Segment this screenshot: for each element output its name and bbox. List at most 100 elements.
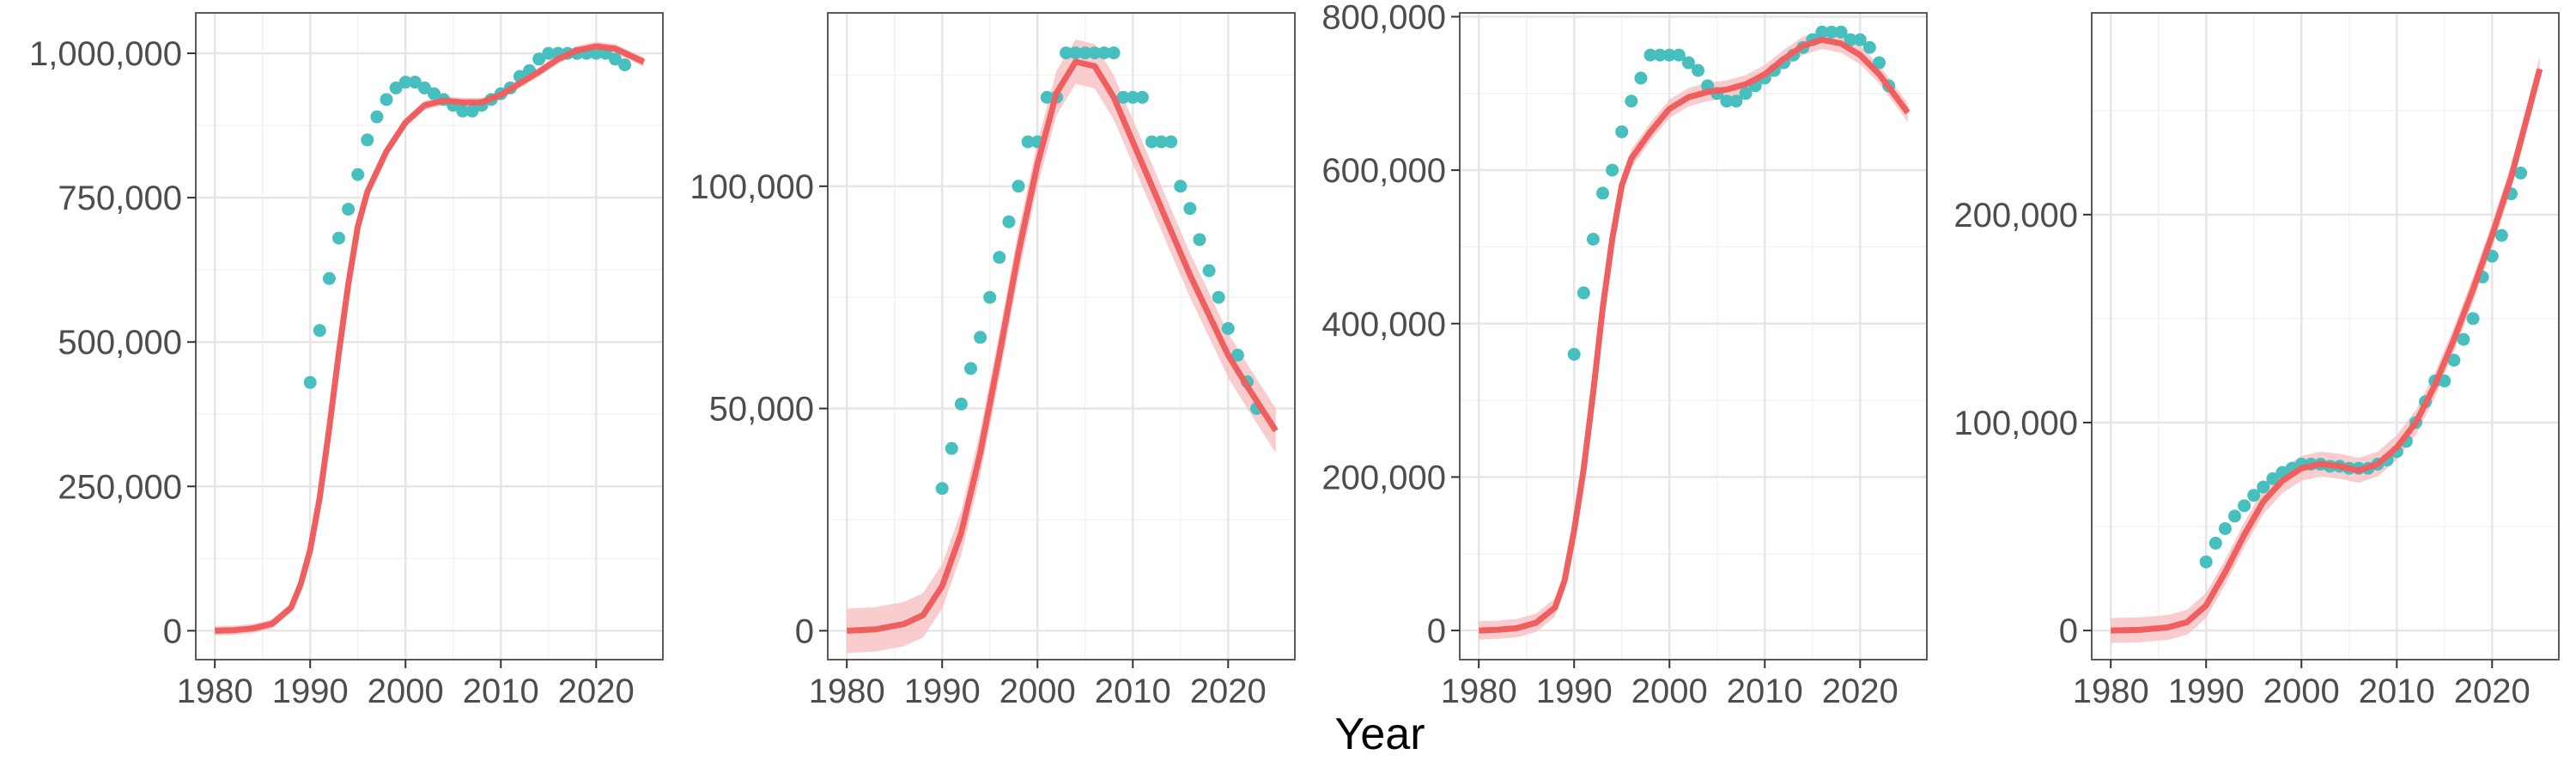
x-tick-label: 2000	[2263, 673, 2340, 710]
chart-panel-2: 1980 1990 2000 2010 2020 0 50,000 100,000	[690, 12, 1296, 710]
y-tick-label: 0	[163, 612, 182, 650]
confidence-band	[2111, 56, 2540, 643]
data-point	[1739, 87, 1753, 100]
data-point	[1097, 46, 1111, 60]
data-point	[380, 93, 393, 107]
x-tick-label: 1990	[2168, 673, 2245, 710]
data-point	[2247, 489, 2261, 502]
data-point	[313, 324, 326, 338]
data-point	[1230, 348, 1244, 362]
y-tick-label: 50,000	[709, 391, 814, 429]
x-tick-label: 1990	[272, 673, 349, 710]
data-point	[2514, 166, 2528, 180]
data-point	[1193, 233, 1206, 247]
data-point	[2208, 536, 2222, 550]
data-point	[1625, 94, 1638, 108]
data-point	[974, 331, 987, 344]
data-point	[1577, 286, 1590, 300]
fit-line	[215, 43, 646, 634]
data-point	[342, 203, 355, 216]
data-point	[2228, 509, 2242, 523]
data-point	[351, 167, 365, 181]
confidence-band	[847, 40, 1276, 654]
x-axis-title: Year	[1334, 709, 1425, 759]
x-tick-label: 1980	[809, 673, 885, 710]
data-point	[1126, 90, 1139, 104]
data-point	[2457, 332, 2470, 346]
data-point	[1681, 56, 1695, 70]
data-point	[417, 81, 431, 94]
data-point	[1107, 46, 1121, 60]
x-tick-label: 2020	[1190, 673, 1267, 710]
data-point	[1606, 163, 1619, 177]
x-tick-label: 1990	[904, 673, 981, 710]
y-tick-label: 500,000	[58, 324, 182, 362]
data-point	[1692, 64, 1705, 77]
data-point	[1069, 46, 1083, 60]
y-tick-label: 600,000	[1321, 152, 1446, 190]
data-point	[1586, 233, 1600, 247]
x-tick-label: 1980	[2073, 673, 2149, 710]
data-point	[1202, 264, 1216, 277]
x-tick-label: 2010	[1727, 673, 1803, 710]
data-point	[964, 362, 978, 375]
data-point	[1662, 48, 1676, 62]
data-point	[1853, 33, 1867, 46]
panel-border	[195, 12, 664, 660]
data-point	[361, 133, 374, 147]
data-point	[428, 87, 441, 100]
x-tick-label: 2000	[368, 673, 444, 710]
data-point	[618, 58, 632, 72]
x-tick-label: 1980	[1441, 673, 1517, 710]
data-point	[2494, 228, 2508, 242]
data-point	[303, 375, 317, 389]
data-point	[1021, 135, 1035, 149]
data-point	[542, 46, 556, 60]
data-point	[2218, 521, 2232, 535]
y-tick-label: 0	[2059, 612, 2078, 650]
data-point	[1116, 90, 1130, 104]
x-tick-label: 2020	[558, 673, 635, 710]
data-point	[408, 76, 422, 89]
x-tick-label: 2020	[1822, 673, 1899, 710]
data-point	[608, 52, 622, 66]
data-point	[2257, 480, 2270, 494]
data-point	[1145, 135, 1158, 149]
y-tick-label: 100,000	[690, 168, 814, 206]
data-point	[1221, 321, 1235, 335]
data-point	[1060, 46, 1073, 60]
data-point	[1174, 180, 1188, 193]
data-point	[1729, 94, 1743, 108]
data-point	[1825, 25, 1838, 39]
data-point	[398, 76, 412, 89]
data-point	[1002, 215, 1016, 228]
data-point	[465, 104, 479, 118]
data-point	[1078, 46, 1092, 60]
data-point	[1643, 48, 1657, 62]
y-tick-label: 0	[795, 612, 814, 650]
fit-line	[1479, 36, 1911, 634]
data-point	[993, 251, 1006, 265]
x-tick-label: 2020	[2454, 673, 2530, 710]
y-tick-label: 0	[1427, 612, 1446, 650]
data-point	[2238, 499, 2251, 513]
chart-panel-4: 1980 1990 2000 2010 2020 0 100,000 200,000	[1953, 12, 2560, 710]
data-point	[954, 397, 968, 411]
x-tick-label: 2000	[999, 673, 1076, 710]
y-tick-label: 800,000	[1321, 0, 1446, 36]
data-point	[945, 441, 958, 455]
panels: 1980 1990 2000 2010 2020 0 250,000 500,000 750,0…	[29, 0, 2560, 710]
data-point	[1088, 46, 1102, 60]
data-point	[1567, 347, 1581, 361]
x-tick-label: 2010	[2359, 673, 2435, 710]
data-point	[1155, 135, 1169, 149]
data-point	[1040, 90, 1054, 104]
data-point	[1183, 202, 1197, 216]
data-point	[2466, 312, 2480, 326]
data-point	[322, 271, 336, 285]
data-point	[1834, 25, 1848, 39]
data-point	[532, 52, 546, 66]
data-point	[1672, 48, 1686, 62]
chart-panel-1: 1980 1990 2000 2010 2020 0 250,000 500,000 750,0…	[29, 12, 664, 710]
